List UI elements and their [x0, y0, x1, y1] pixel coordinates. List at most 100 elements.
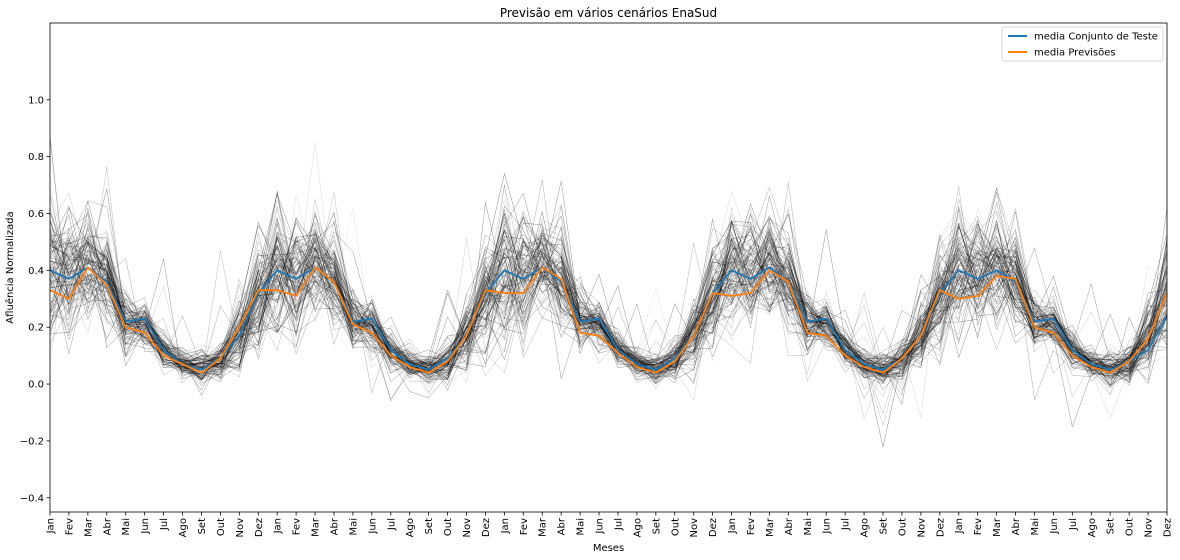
scenario-line	[50, 137, 1167, 379]
scenario-line	[50, 134, 1167, 378]
scenario-line	[50, 187, 1167, 418]
scenario-line	[50, 239, 1167, 381]
x-tick-label: Jan	[727, 518, 738, 534]
scenario-line	[50, 245, 1167, 377]
x-tick-label: Nov	[916, 518, 927, 538]
scenario-line	[50, 221, 1167, 384]
x-tick-label: Abr	[557, 517, 568, 535]
x-axis-label: Meses	[593, 543, 624, 554]
x-tick-label: Jun	[595, 518, 606, 535]
scenario-line	[50, 221, 1167, 393]
x-tick-label: Out	[216, 518, 227, 536]
scenario-line	[50, 221, 1167, 374]
scenario-line	[50, 209, 1167, 384]
scenario-line	[50, 142, 1167, 372]
x-tick-label: Nov	[1144, 518, 1155, 538]
y-tick-label: 0.2	[28, 323, 44, 334]
scenario-line	[50, 219, 1167, 380]
y-tick-label: 0.6	[28, 209, 44, 220]
scenario-line	[50, 237, 1167, 400]
y-tick-label: 1.0	[28, 95, 44, 106]
x-tick-label: Mar	[83, 517, 94, 537]
x-tick-label: Out	[670, 518, 681, 536]
scenario-line	[50, 225, 1167, 372]
scenario-line	[50, 180, 1167, 383]
scenario-line	[50, 207, 1167, 384]
scenario-line	[50, 214, 1167, 386]
x-tick-label: Fev	[973, 518, 984, 535]
series-line-forecast-mean	[49, 266, 1168, 374]
scenario-line	[50, 215, 1167, 428]
y-tick-label: −0.2	[20, 436, 44, 447]
x-tick-label: Mai	[348, 518, 359, 536]
x-tick-label: Jun	[822, 518, 833, 535]
legend: media Conjunto de Teste media Previsões	[1001, 26, 1164, 62]
scenario-line	[50, 187, 1167, 385]
scenario-line	[50, 198, 1167, 397]
x-tick-label: Ago	[405, 518, 416, 537]
x-tick-label: Mai	[121, 518, 132, 536]
scenario-line	[50, 237, 1167, 387]
series-line-test-mean	[49, 266, 1168, 371]
scenario-line	[50, 166, 1167, 380]
x-tick-label: Dez	[708, 518, 719, 537]
x-tick-label: Jun	[140, 518, 151, 535]
x-axis: Jan Fev Mar Abr Mai Jun Jul Ago Set Out Nov Dez Jan F…	[46, 512, 1174, 538]
legend-box	[1001, 26, 1164, 62]
scenario-line	[50, 210, 1167, 378]
scenario-line	[50, 220, 1167, 384]
x-tick-label: Nov	[462, 518, 473, 538]
chart-title: Previsão em vários cenários EnaSud	[500, 6, 717, 20]
x-tick-label: Fev	[292, 518, 303, 535]
x-tick-label: Fev	[519, 518, 530, 535]
x-tick-label: Dez	[254, 518, 265, 537]
scenario-line	[50, 208, 1167, 385]
scenario-line	[50, 180, 1167, 379]
y-tick-label: −0.4	[20, 493, 44, 504]
x-tick-label: Out	[1125, 518, 1136, 536]
scenario-line	[50, 222, 1167, 378]
x-tick-label: Jun	[1049, 518, 1060, 535]
x-tick-label: Ago	[632, 518, 643, 537]
scenario-line	[50, 192, 1167, 379]
x-tick-label: Jan	[46, 518, 57, 534]
scenario-line	[50, 222, 1167, 395]
x-tick-label: Dez	[935, 518, 946, 537]
x-tick-label: Set	[651, 518, 662, 535]
scenario-line	[50, 199, 1167, 384]
x-tick-label: Set	[424, 518, 435, 535]
x-tick-label: Jul	[1068, 518, 1079, 531]
mean-series	[49, 266, 1168, 374]
x-tick-label: Set	[1106, 518, 1117, 535]
scenario-line	[50, 193, 1167, 373]
x-tick-label: Abr	[330, 517, 341, 535]
x-tick-label: Jan	[500, 518, 511, 534]
x-tick-label: Abr	[784, 517, 795, 535]
scenario-line	[50, 210, 1167, 380]
legend-label-test-mean: media Conjunto de Teste	[1034, 32, 1158, 43]
x-tick-label: Mai	[1030, 518, 1041, 536]
plot-frame	[49, 22, 1168, 513]
scenario-line	[50, 221, 1167, 396]
x-tick-label: Nov	[689, 518, 700, 538]
x-tick-label: Ago	[1087, 518, 1098, 537]
scenario-line	[50, 234, 1167, 375]
scenario-line	[50, 219, 1167, 391]
x-tick-label: Jul	[159, 518, 170, 531]
x-tick-label: Jul	[614, 518, 625, 531]
scenario-line	[50, 192, 1167, 383]
scenario-line	[50, 184, 1167, 384]
y-tick-label: 0.4	[28, 266, 44, 277]
scenario-line	[50, 232, 1167, 383]
x-tick-label: Dez	[481, 518, 492, 537]
scenario-line	[50, 187, 1167, 381]
x-tick-label: Jan	[954, 518, 965, 534]
scenario-lines	[50, 134, 1167, 448]
scenario-line	[50, 237, 1167, 378]
x-tick-label: Mar	[992, 517, 1003, 537]
x-tick-label: Set	[197, 518, 208, 535]
x-tick-label: Jul	[841, 518, 852, 531]
scenario-line	[50, 219, 1167, 401]
x-tick-label: Nov	[235, 518, 246, 538]
